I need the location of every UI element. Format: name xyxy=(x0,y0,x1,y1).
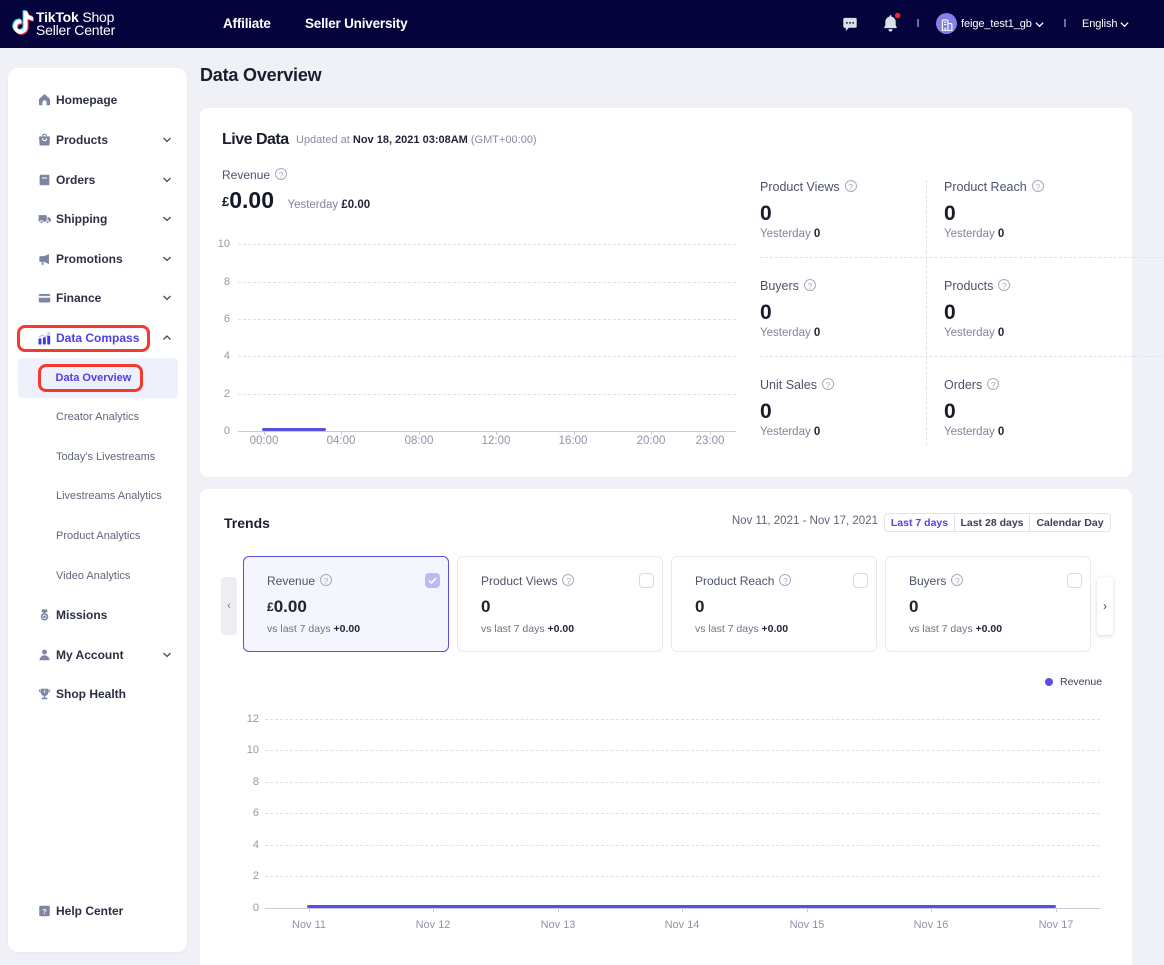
svg-text:?: ? xyxy=(42,907,47,916)
